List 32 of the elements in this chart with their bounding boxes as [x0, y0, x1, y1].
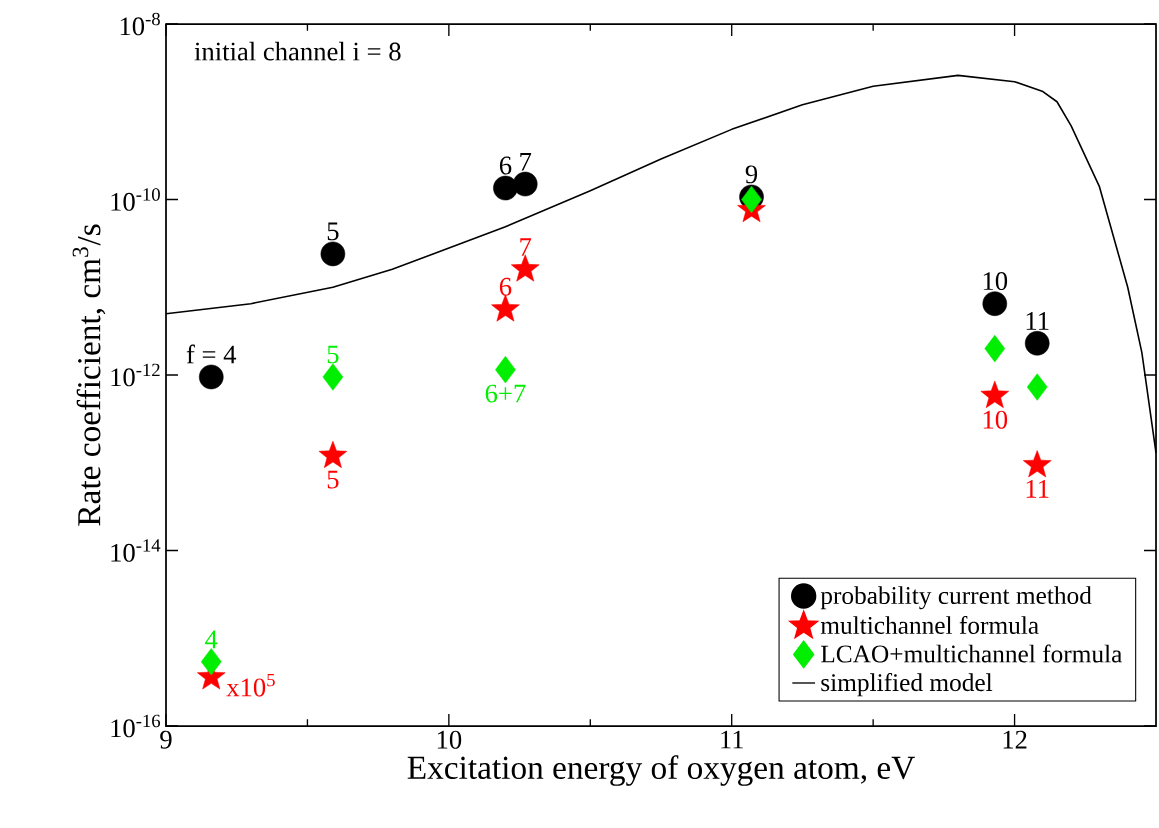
legend-label: simplified model	[821, 673, 993, 697]
annotation: 6	[499, 277, 512, 296]
annotation: 10	[983, 410, 1008, 429]
annotation: 6+7	[485, 384, 526, 403]
y-tick-label: 10$^{-14}$	[111, 539, 161, 562]
annotation: 4	[205, 630, 218, 649]
x-tick-label: 12	[1003, 730, 1027, 749]
annotation: 11	[1026, 480, 1049, 498]
x-tick-label: 10	[437, 730, 462, 749]
annotation: x10$^{5}$	[226, 673, 275, 697]
annotation: 6	[499, 156, 512, 175]
y-tick-label: 10$^{-16}$	[111, 714, 161, 738]
x-tick-label: 9	[160, 730, 172, 749]
annotation: 7	[520, 238, 532, 256]
x-tick-label: 11	[721, 730, 743, 749]
x-axis-title: Excitation energy of oxygen atom, eV	[407, 755, 915, 786]
annotation: 5	[327, 222, 339, 241]
annotation: f = 4	[186, 344, 237, 364]
annotation: 5	[327, 345, 339, 364]
legend-label: LCAO+multichannel formula	[821, 644, 1123, 663]
annotation: 7	[520, 153, 532, 171]
y-tick-label: 10$^{-8}$	[120, 12, 160, 36]
annotation: 10	[983, 272, 1008, 291]
annotation: initial channel i = 8	[194, 41, 401, 61]
y-tick-label: 10$^{-10}$	[111, 188, 160, 211]
annotation: 9	[745, 165, 758, 184]
y-tick-label: 10$^{-12}$	[111, 363, 160, 387]
y-axis-title: Rate coefficient, cm$^{3}$/s	[72, 224, 106, 526]
annotation: 5	[327, 470, 339, 489]
legend-label: probability current method	[820, 586, 1092, 610]
legend-label: multichannel formula	[820, 615, 1039, 634]
annotation: 11	[1026, 312, 1049, 330]
